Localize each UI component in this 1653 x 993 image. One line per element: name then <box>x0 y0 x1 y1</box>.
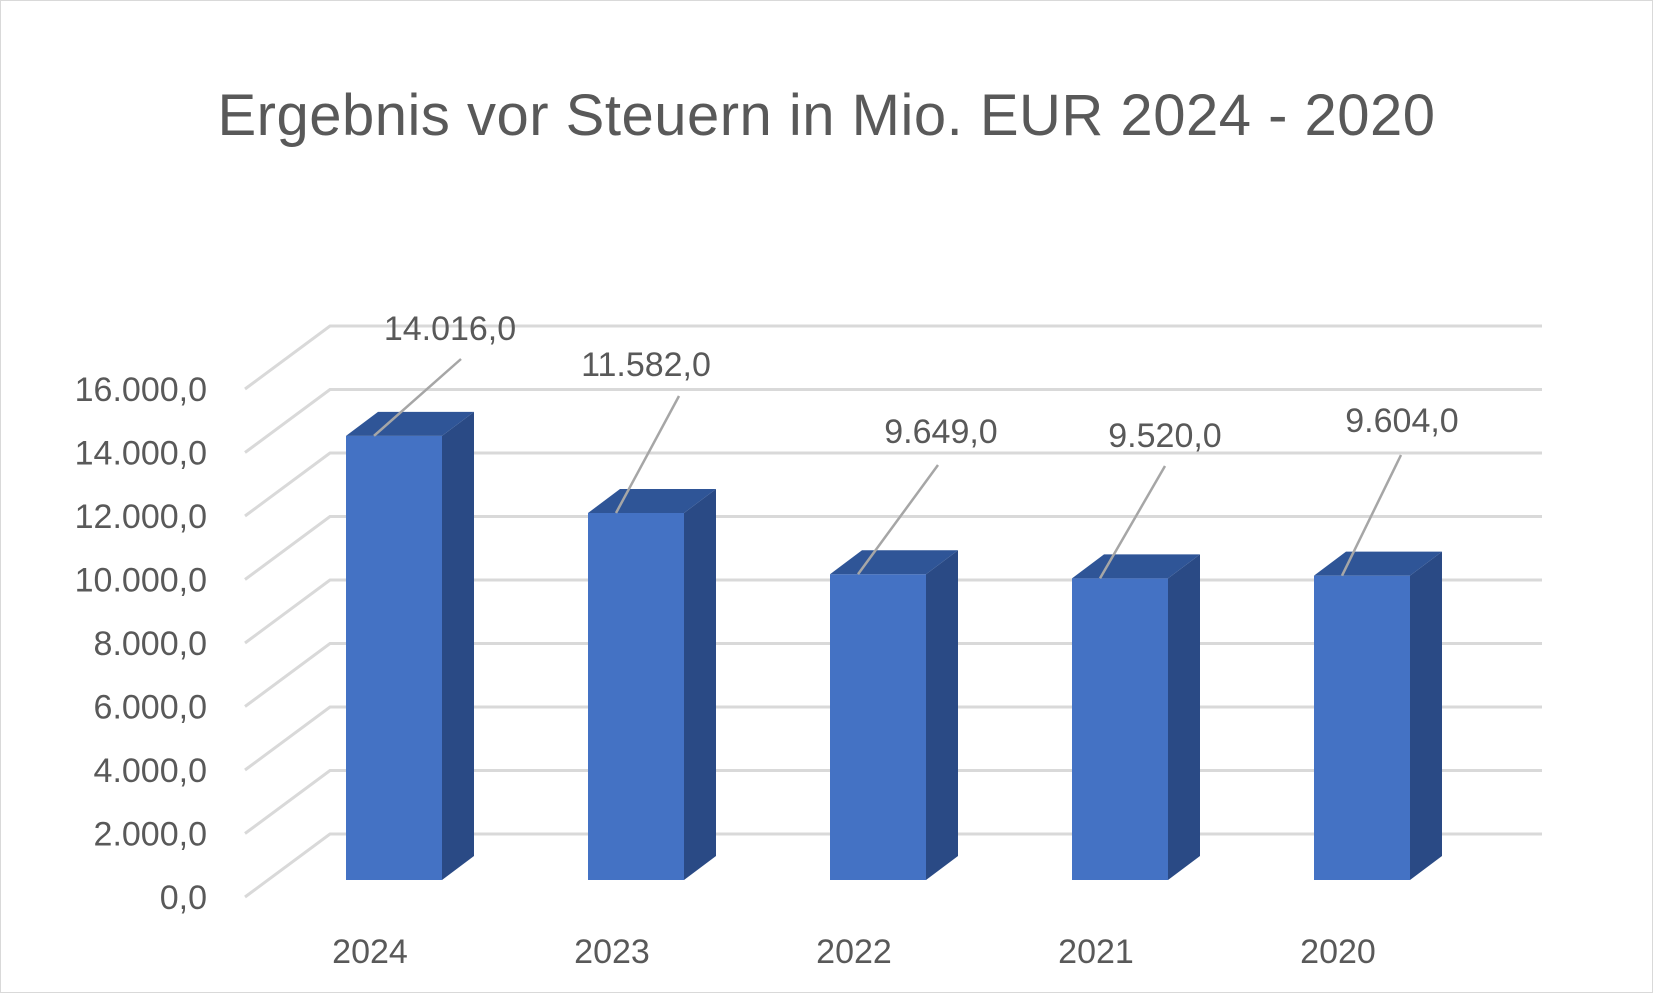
bar-side <box>684 488 716 880</box>
bar-front <box>1072 578 1168 880</box>
y-tick-label: 0,0 <box>160 879 207 917</box>
data-label-leader <box>856 464 940 575</box>
x-category-label: 2021 <box>1058 933 1134 971</box>
y-tick-label: 16.000,0 <box>75 371 207 409</box>
data-label-leader <box>1340 454 1403 577</box>
data-label-leader <box>373 358 462 437</box>
bar-front <box>346 435 442 880</box>
y-tick-label: 14.000,0 <box>75 435 207 473</box>
data-label: 9.649,0 <box>884 413 997 451</box>
bar-side <box>926 550 958 880</box>
y-tick-label: 2.000,0 <box>94 816 207 854</box>
y-tick-label: 12.000,0 <box>75 498 207 536</box>
gridline <box>244 324 1542 391</box>
x-category-label: 2020 <box>1300 933 1376 971</box>
y-tick-label: 10.000,0 <box>75 562 207 600</box>
data-label-leader <box>614 395 681 514</box>
bar-front <box>830 574 926 880</box>
bar-side <box>1168 554 1200 880</box>
bar-side <box>442 411 474 880</box>
bar-front <box>1314 575 1410 880</box>
y-tick-label: 4.000,0 <box>94 752 207 790</box>
x-category-label: 2023 <box>574 933 650 971</box>
data-label: 11.582,0 <box>581 346 711 384</box>
bar-side <box>1410 551 1442 880</box>
chart-title: Ergebnis vor Steuern in Mio. EUR 2024 - … <box>217 83 1436 148</box>
gridline <box>244 451 1542 518</box>
bar-top <box>346 411 474 436</box>
y-tick-label: 6.000,0 <box>94 689 207 727</box>
gridline <box>244 515 1542 581</box>
data-label: 9.520,0 <box>1108 417 1221 455</box>
x-category-label: 2022 <box>816 933 892 971</box>
gridline <box>244 388 1542 454</box>
data-label-leader <box>1098 465 1167 579</box>
x-category-label: 2024 <box>332 933 408 971</box>
bar-front <box>588 512 684 880</box>
data-label: 14.016,0 <box>384 310 516 348</box>
y-tick-label: 8.000,0 <box>94 625 207 663</box>
data-label: 9.604,0 <box>1345 402 1458 440</box>
